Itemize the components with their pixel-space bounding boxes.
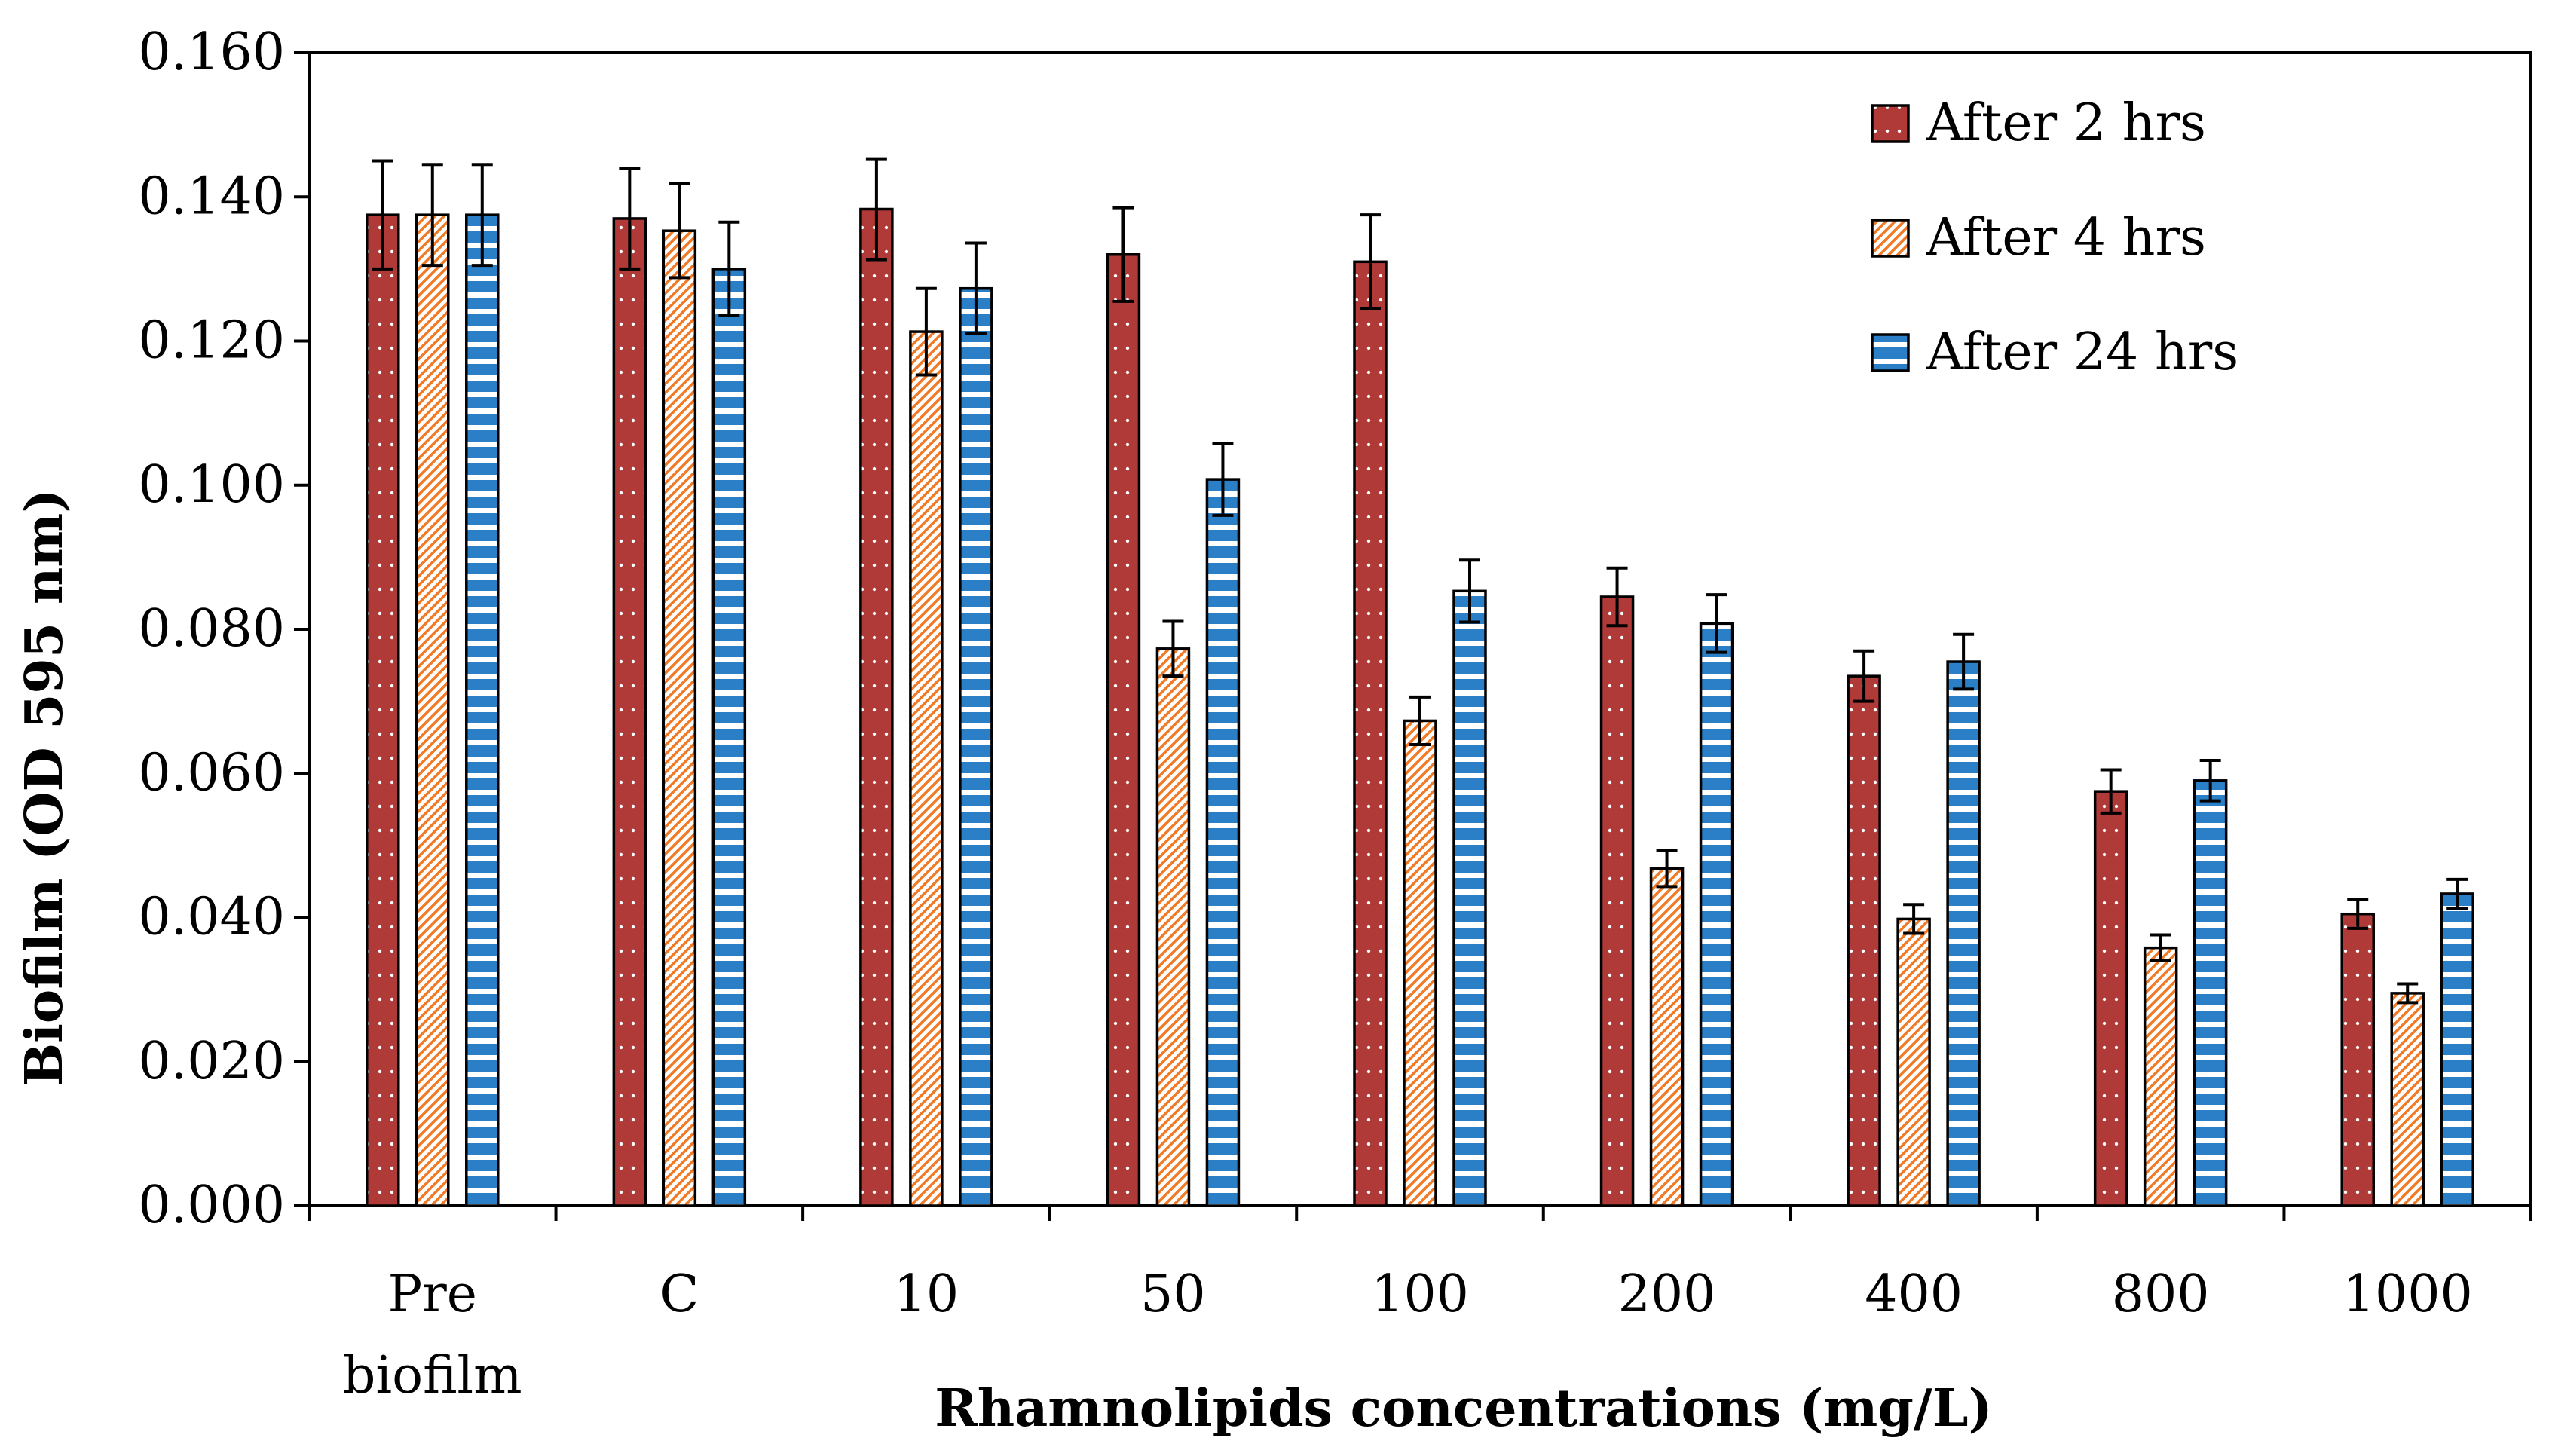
y-tick-label: 0.140: [138, 167, 285, 226]
bar-after-2-hrs-4: [1353, 260, 1388, 1207]
y-tick-label: 0.120: [138, 311, 285, 371]
bar-after-4-hrs-8: [2390, 992, 2425, 1207]
bar-after-4-hrs-3: [1155, 647, 1191, 1207]
x-tick-label: C: [659, 1265, 699, 1324]
bar-after-24-hrs-6: [1946, 660, 1981, 1207]
bar-after-4-hrs-4: [1403, 719, 1437, 1207]
bar-after-24-hrs-0: [465, 213, 500, 1207]
bar-after-2-hrs-8: [2340, 912, 2375, 1207]
bar-after-2-hrs-0: [366, 213, 400, 1207]
bar-after-24-hrs-1: [711, 268, 747, 1207]
y-tick-label: 0.160: [138, 23, 285, 82]
bar-after-4-hrs-6: [1896, 917, 1931, 1207]
bar-after-24-hrs-7: [2193, 779, 2228, 1207]
bar-after-24-hrs-8: [2440, 892, 2474, 1207]
x-tick-label: 50: [1140, 1265, 1206, 1324]
legend-label: After 4 hrs: [1926, 208, 2206, 268]
y-tick-label: 0.080: [138, 599, 285, 659]
y-axis-title: Biofilm (OD 595 nm): [14, 489, 75, 1087]
x-tick-label: 200: [1618, 1265, 1716, 1324]
bar-after-2-hrs-3: [1106, 253, 1141, 1207]
x-tick-label: 800: [2112, 1265, 2210, 1324]
bar-after-2-hrs-1: [612, 217, 647, 1207]
y-tick-label: 0.000: [138, 1176, 285, 1235]
x-tick-label: 1000: [2342, 1265, 2473, 1324]
bar-after-24-hrs-4: [1452, 589, 1487, 1207]
bar-after-4-hrs-1: [662, 229, 697, 1207]
x-tick-label: 400: [1865, 1265, 1963, 1324]
y-tick-label: 0.100: [138, 455, 285, 515]
bar-after-2-hrs-2: [859, 207, 894, 1207]
legend: After 2 hrs After 4 hrs After 24 hrs: [1871, 93, 2238, 382]
legend-swatch-after-24-hrs: [1871, 333, 1910, 372]
legend-label: After 2 hrs: [1926, 93, 2206, 153]
x-tick-label: 100: [1371, 1265, 1469, 1324]
bar-after-2-hrs-7: [2093, 790, 2128, 1207]
bar-after-4-hrs-2: [909, 330, 944, 1207]
bar-after-4-hrs-0: [415, 213, 450, 1207]
y-tick-label: 0.060: [138, 743, 285, 803]
bar-after-24-hrs-3: [1205, 478, 1241, 1207]
x-axis-title: Rhamnolipids concentrations (mg/L): [935, 1378, 1992, 1439]
y-tick-label: 0.020: [138, 1032, 285, 1091]
bar-after-24-hrs-5: [1699, 622, 1734, 1207]
x-tick-label: 10: [894, 1265, 959, 1324]
bar-after-2-hrs-6: [1847, 674, 1881, 1207]
legend-swatch-after-2-hrs: [1871, 104, 1910, 143]
bar-after-4-hrs-7: [2143, 946, 2178, 1207]
legend-swatch-after-4-hrs: [1871, 219, 1910, 258]
legend-label: After 24 hrs: [1926, 323, 2238, 382]
bar-after-2-hrs-5: [1599, 595, 1635, 1207]
x-tick-label: Pre: [388, 1265, 478, 1324]
bar-after-24-hrs-2: [959, 286, 993, 1207]
y-tick-label: 0.040: [138, 888, 285, 947]
bar-after-4-hrs-5: [1649, 867, 1685, 1207]
x-tick-label: biofilm: [343, 1346, 522, 1406]
